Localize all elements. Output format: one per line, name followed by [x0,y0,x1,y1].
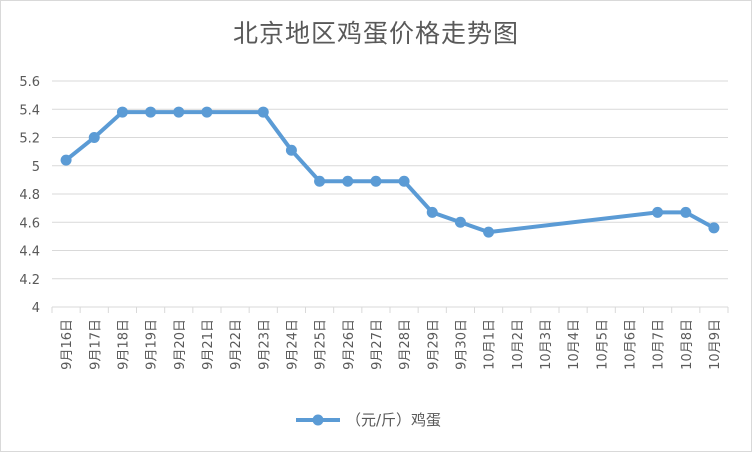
x-tick-label: 10月3日 [539,319,554,370]
data-point [342,175,354,187]
x-tick-label: 9月17日 [88,319,103,370]
x-tick-label: 10月1日 [483,319,498,370]
x-tick-label: 9月30日 [454,319,469,370]
x-tick-label: 9月26日 [342,319,357,370]
data-point [257,106,269,118]
y-tick-label: 5 [32,160,40,175]
x-tick-label: 9月19日 [145,319,160,370]
legend-marker [312,414,324,426]
y-tick-label: 5.2 [19,132,40,147]
data-point [88,132,100,143]
data-point [173,106,185,118]
data-point [285,144,297,156]
data-point [370,175,382,187]
x-tick-label: 9月25日 [314,319,329,370]
data-point [483,226,495,238]
y-axis-ticks: 4 4.2 4.4 4.6 4.8 5 5.2 5.4 5.6 [19,75,40,316]
x-tick-label: 10月7日 [652,319,667,370]
x-tick-label: 9月20日 [173,319,188,370]
series-layer [60,106,720,238]
x-tick-label: 10月9日 [708,319,723,370]
x-tick-label: 9月21日 [201,319,216,370]
x-tick-label: 10月6日 [623,319,638,370]
legend-label: （元/斤）鸡蛋 [346,411,441,429]
legend: （元/斤）鸡蛋 [296,411,441,429]
x-tick-label: 9月18日 [116,319,131,370]
x-tick-label: 9月24日 [285,319,300,370]
x-tick-label: 9月16日 [60,319,75,370]
series-line [64,110,715,235]
data-point [116,106,128,118]
gridlines [52,80,728,308]
y-tick-label: 4.4 [19,245,40,260]
x-tick-label: 9月23日 [257,319,272,370]
y-tick-label: 4.6 [19,216,40,231]
x-axis: 9月16日 9月17日 9月18日 9月19日 9月20日 9月21日 9月22日 9月23日… [51,306,729,370]
x-tick-label: 9月29日 [426,319,441,370]
x-tick-label: 10月2日 [511,319,526,370]
chart-title: 北京地区鸡蛋价格走势图 [232,19,519,48]
x-tick-label: 10月8日 [680,319,695,370]
data-point [652,206,664,218]
x-tick-label: 9月28日 [398,319,413,370]
data-point [314,175,326,187]
x-tick-label: 10月5日 [595,319,610,370]
y-tick-label: 4.2 [19,273,40,288]
data-point [708,222,720,234]
x-tick-label: 10月4日 [567,319,582,370]
data-point [145,106,157,118]
data-point [398,175,410,187]
data-point [680,206,692,218]
data-point [426,206,438,218]
data-point [454,216,466,228]
y-tick-label: 5.6 [19,75,40,90]
data-point [60,154,72,166]
x-tick-label: 9月27日 [370,319,385,370]
y-tick-label: 5.4 [19,103,40,118]
data-point [201,106,213,118]
y-tick-label: 4 [32,301,40,316]
y-tick-label: 4.8 [19,188,40,203]
x-tick-label: 9月22日 [229,319,244,370]
